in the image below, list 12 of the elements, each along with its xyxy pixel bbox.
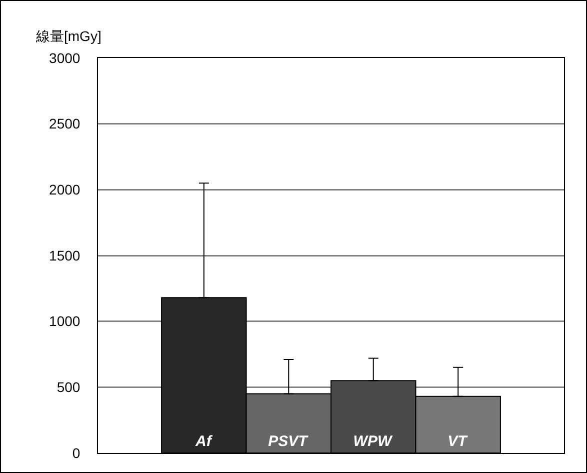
y-tick-label: 2500 (49, 116, 80, 132)
y-tick-label: 1000 (49, 313, 80, 330)
y-tick-label: 500 (56, 379, 80, 396)
y-axis-title: 線量[mGy] (35, 28, 102, 44)
x-tick-label: VT (448, 433, 469, 450)
y-tick-label: 1500 (49, 247, 80, 264)
y-tick-label: 3000 (49, 50, 80, 66)
x-tick-label: Af (194, 433, 214, 450)
x-tick-label: PSVT (268, 433, 310, 450)
x-tick-label: WPW (353, 433, 394, 450)
y-tick-label: 0 (72, 444, 80, 461)
y-tick-label: 2000 (49, 182, 80, 198)
